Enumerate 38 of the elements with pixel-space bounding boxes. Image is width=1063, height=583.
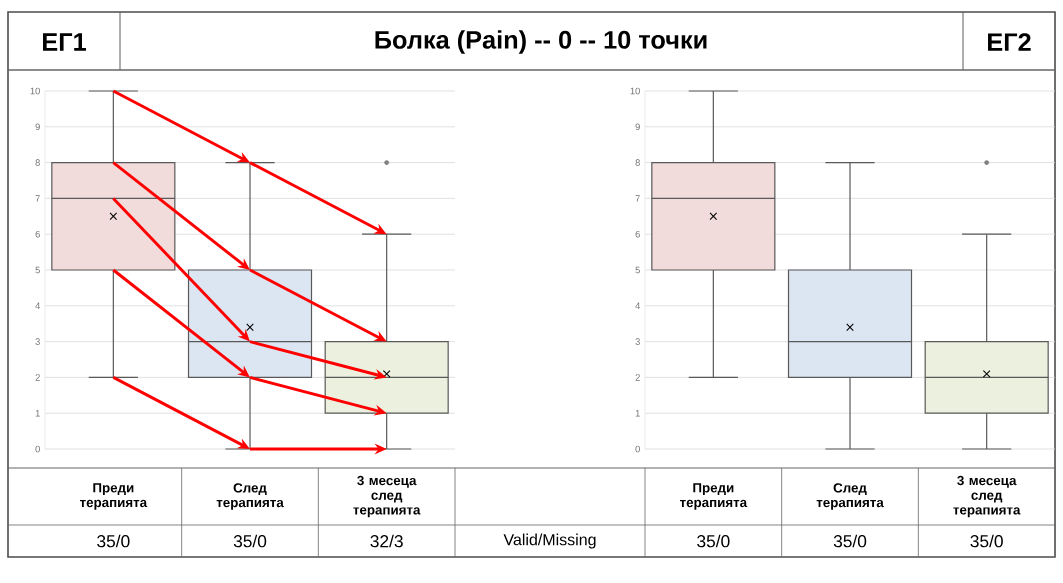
text: 35/0 xyxy=(697,534,730,548)
y-tick-label: 6 xyxy=(35,230,40,238)
text: Valid/Missing xyxy=(503,533,596,549)
y-tick-label: 4 xyxy=(35,302,41,310)
x-tick-label: 3 месеца след терапията xyxy=(953,475,1021,518)
y-tick-label: 1 xyxy=(35,409,40,417)
y-tick-label: 2 xyxy=(635,374,640,381)
y-tick-label: 2 xyxy=(35,374,40,381)
text: 35/0 xyxy=(233,534,267,548)
y-tick-label: 7 xyxy=(635,195,640,202)
x-tick-label: След терапията xyxy=(816,483,884,510)
y-tick-label: 5 xyxy=(635,266,640,274)
text: 35/0 xyxy=(970,534,1003,548)
y-tick-label: 4 xyxy=(635,302,641,310)
x-tick-label: След терапията xyxy=(216,483,284,510)
y-tick-label: 9 xyxy=(635,123,640,131)
text: 35/0 xyxy=(97,534,130,548)
text: 35/0 xyxy=(833,534,867,548)
text: 32/3 xyxy=(370,534,403,548)
y-tick-label: 3 xyxy=(35,338,40,345)
chart-title: ЕГ1 xyxy=(43,33,86,51)
y-tick-label: 8 xyxy=(35,159,40,166)
y-tick-label: 6 xyxy=(635,230,640,238)
y-tick-label: 5 xyxy=(35,266,40,274)
y-tick-label: 10 xyxy=(30,87,40,95)
y-tick-label: 10 xyxy=(630,87,640,95)
y-tick-label: 0 xyxy=(635,445,640,453)
x-tick-label: 3 месеца след терапията xyxy=(353,475,421,518)
chart-title: ЕГ2 xyxy=(988,33,1031,51)
y-tick-label: 8 xyxy=(635,159,640,166)
x-tick-label: Преди терапията xyxy=(679,483,748,510)
y-tick-label: 9 xyxy=(35,123,40,131)
y-tick-label: 3 xyxy=(635,338,640,345)
text: Болка (Pain) -- 0 -- 10 точки xyxy=(375,30,707,54)
y-tick-label: 0 xyxy=(35,445,40,453)
y-tick-label: 1 xyxy=(635,409,640,417)
y-tick-label: 7 xyxy=(35,195,40,202)
x-tick-label: Преди терапията xyxy=(79,483,148,510)
